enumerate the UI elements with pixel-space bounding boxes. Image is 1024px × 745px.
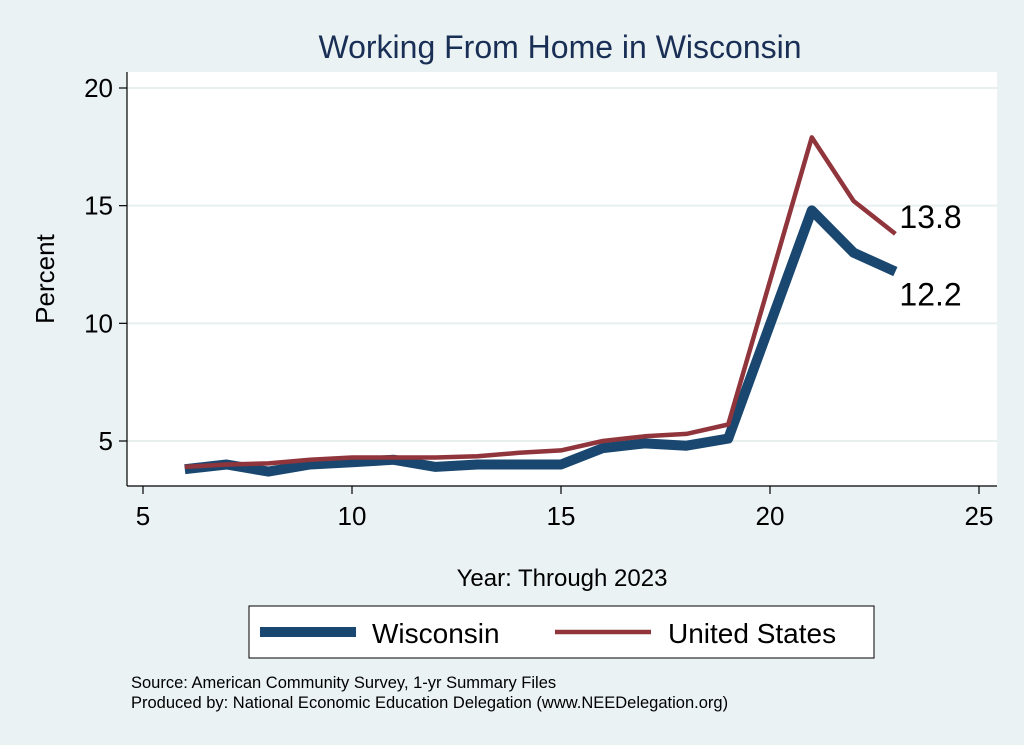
source-note: Source: American Community Survey, 1-yr … [131,674,556,692]
end-label: 13.8 [899,199,961,235]
series-layer [184,135,898,477]
legend-label: Wisconsin [372,618,500,649]
x-tick-label: 20 [756,501,785,531]
x-axis-label: Year: Through 2023 [457,565,668,592]
y-axis-ticks: 5 10 15 20 [84,73,127,456]
plot-area [127,72,997,486]
series-wisconsin-line [184,205,898,477]
legend-label: United States [668,618,836,649]
y-axis-label: Percent [30,233,60,323]
x-tick-label: 25 [965,501,994,531]
y-tick-label: 20 [84,73,113,103]
end-label: 12.2 [899,277,961,313]
x-tick-label: 10 [338,501,367,531]
end-labels: 12.2 13.8 [899,199,961,313]
produced-note: Produced by: National Economic Education… [131,694,728,712]
y-tick-label: 10 [84,308,113,338]
x-axis-ticks: 5 10 15 20 25 [136,486,994,531]
y-tick-label: 15 [84,191,113,221]
chart-title: Working From Home in Wisconsin [318,29,801,65]
x-tick-label: 5 [136,501,150,531]
x-tick-label: 15 [547,501,576,531]
legend: Wisconsin United States [260,618,836,649]
y-tick-label: 5 [99,426,113,456]
grid-lines [127,87,997,442]
series-united-states-line [184,135,897,470]
